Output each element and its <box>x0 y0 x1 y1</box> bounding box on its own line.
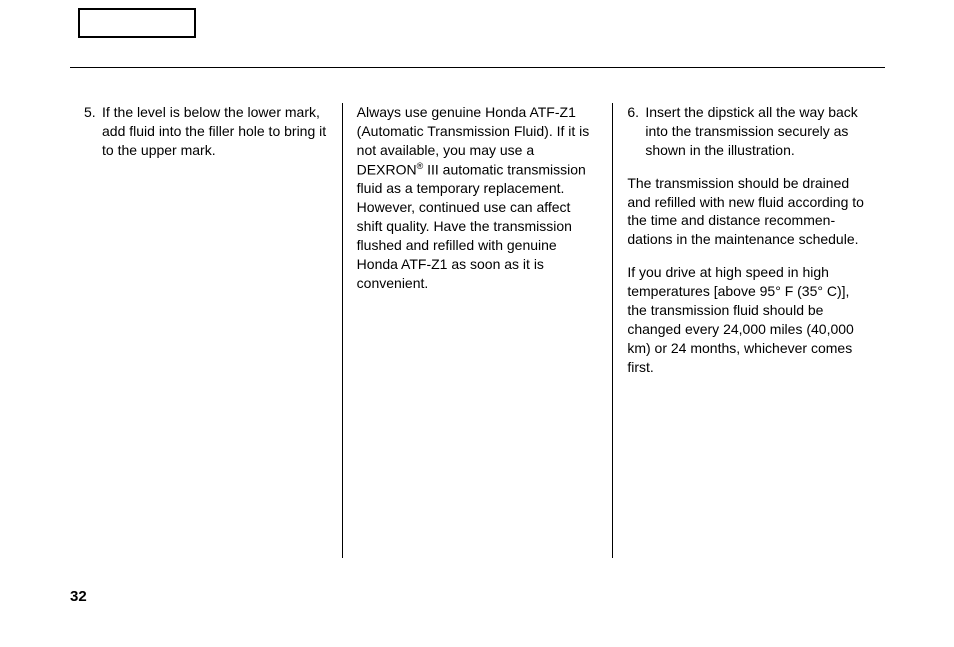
column-1: 5. If the level is below the lower mark,… <box>70 103 342 558</box>
content-columns: 5. If the level is below the lower mark,… <box>70 103 885 558</box>
atf-paragraph: Always use genuine Honda ATF-Z1 (Automat… <box>357 103 599 293</box>
item-text: Insert the dipstick all the way back int… <box>645 103 871 160</box>
main-menu-box <box>78 8 196 38</box>
column-3: 6. Insert the dipstick all the way back … <box>613 103 885 558</box>
list-item-6: 6. Insert the dipstick all the way back … <box>627 103 871 160</box>
highspeed-paragraph: If you drive at high speed in high tempe… <box>627 263 871 376</box>
column-2: Always use genuine Honda ATF-Z1 (Automat… <box>342 103 614 558</box>
item-number: 5. <box>84 103 102 160</box>
item-number: 6. <box>627 103 645 160</box>
drain-paragraph: The transmission should be drained and r… <box>627 174 871 250</box>
list-item-5: 5. If the level is below the lower mark,… <box>84 103 328 160</box>
header-rule <box>70 67 885 68</box>
para-post: III automatic transmission fluid as a te… <box>357 161 586 290</box>
item-text: If the level is below the lower mark, ad… <box>102 103 328 160</box>
page-number: 32 <box>70 588 87 605</box>
